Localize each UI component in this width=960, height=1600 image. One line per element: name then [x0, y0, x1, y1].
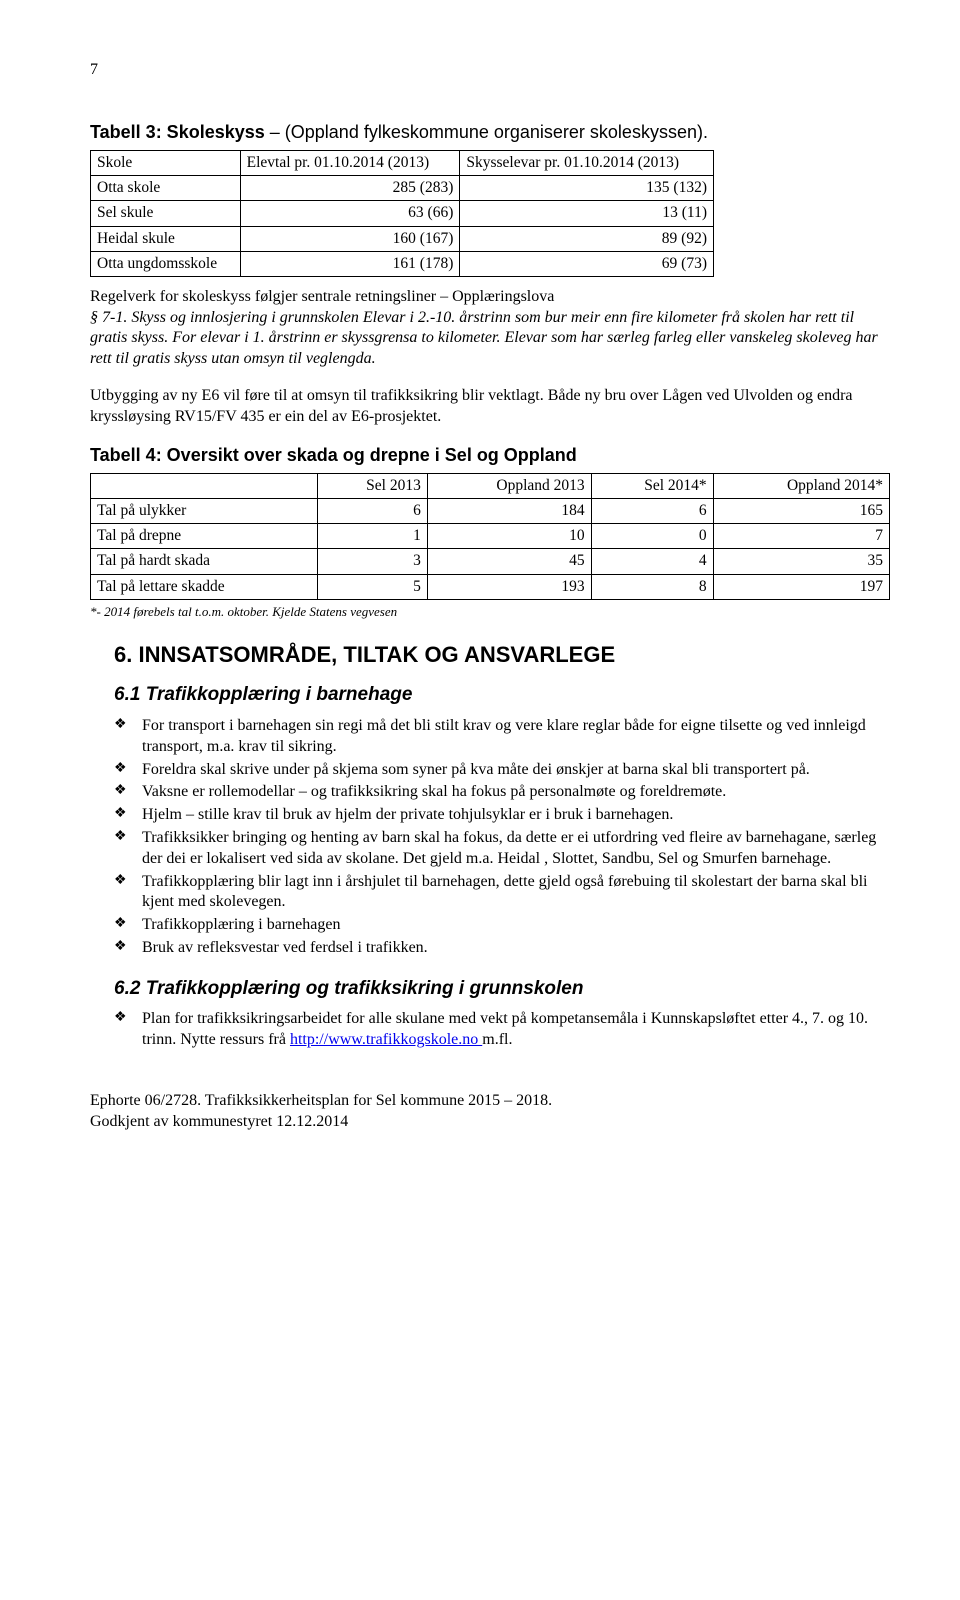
- table-cell: 161 (178): [240, 251, 460, 276]
- table-cell: 8: [591, 574, 713, 599]
- table-cell: 197: [713, 574, 889, 599]
- table-row: Tal på drepne11007: [91, 524, 890, 549]
- t3-h2: Skysselevar pr. 01.10.2014 (2013): [460, 151, 714, 176]
- tabell4: Sel 2013 Oppland 2013 Sel 2014* Oppland …: [90, 473, 890, 600]
- table-cell: 0: [591, 524, 713, 549]
- page-number: 7: [90, 60, 890, 81]
- list-item: Vaksne er rollemodellar – og trafikksikr…: [114, 782, 890, 803]
- table-row: Tal på hardt skada345435: [91, 549, 890, 574]
- e6-para: Utbygging av ny E6 vil føre til at omsyn…: [90, 386, 890, 428]
- table-cell: 7: [713, 524, 889, 549]
- tabell3-title: Tabell 3: Skoleskyss – (Oppland fylkesko…: [90, 121, 890, 144]
- table-cell: Otta skole: [91, 176, 241, 201]
- table-cell: Tal på hardt skada: [91, 549, 318, 574]
- table-cell: Tal på ulykker: [91, 499, 318, 524]
- list-item: Foreldra skal skrive under på skjema som…: [114, 760, 890, 781]
- table-cell: 1: [318, 524, 427, 549]
- sec6-2-suffix: m.fl.: [482, 1031, 512, 1048]
- table-cell: 285 (283): [240, 176, 460, 201]
- list-item: For transport i barnehagen sin regi må d…: [114, 716, 890, 758]
- footer-line1: Ephorte 06/2728. Trafikksikkerheitsplan …: [90, 1091, 890, 1112]
- tabell3: Skole Elevtal pr. 01.10.2014 (2013) Skys…: [90, 150, 714, 277]
- table-cell: 63 (66): [240, 201, 460, 226]
- table-cell: 165: [713, 499, 889, 524]
- table-cell: 193: [427, 574, 591, 599]
- sec6-heading: 6. INNSATSOMRÅDE, TILTAK OG ANSVARLEGE: [114, 641, 890, 670]
- table-cell: 160 (167): [240, 226, 460, 251]
- list-item: Trafikkopplæring blir lagt inn i årshjul…: [114, 872, 890, 914]
- footer-line2: Godkjent av kommunestyret 12.12.2014: [90, 1112, 890, 1133]
- sec6-2-item: Plan for trafikksikringsarbeidet for all…: [114, 1009, 890, 1051]
- table-cell: 5: [318, 574, 427, 599]
- table-cell: 135 (132): [460, 176, 714, 201]
- table-cell: 6: [591, 499, 713, 524]
- table-row: Otta ungdomsskole161 (178)69 (73): [91, 251, 714, 276]
- tabell3-title-light: – (Oppland fylkeskommune organiserer sko…: [265, 122, 708, 142]
- table-row: Tal på lettare skadde51938197: [91, 574, 890, 599]
- table-cell: 184: [427, 499, 591, 524]
- sec6-1-heading: 6.1 Trafikkopplæring i barnehage: [114, 683, 890, 708]
- regelverk-body: § 7-1. Skyss og innlosjering i grunnskol…: [90, 308, 890, 370]
- t4-h2: Oppland 2013: [427, 474, 591, 499]
- tabell4-footnote: *- 2014 førebels tal t.o.m. oktober. Kje…: [90, 604, 890, 621]
- table-cell: 4: [591, 549, 713, 574]
- table-cell: Heidal skule: [91, 226, 241, 251]
- t3-h0: Skole: [91, 151, 241, 176]
- table-cell: Tal på lettare skadde: [91, 574, 318, 599]
- t4-h3: Sel 2014*: [591, 474, 713, 499]
- sec6-1-list: For transport i barnehagen sin regi må d…: [114, 716, 890, 959]
- t3-h1: Elevtal pr. 01.10.2014 (2013): [240, 151, 460, 176]
- t4-h0: [91, 474, 318, 499]
- table-cell: 10: [427, 524, 591, 549]
- table-row: Otta skole285 (283)135 (132): [91, 176, 714, 201]
- t4-h1: Sel 2013: [318, 474, 427, 499]
- table-row: Heidal skule160 (167)89 (92): [91, 226, 714, 251]
- table-cell: 45: [427, 549, 591, 574]
- table-cell: 69 (73): [460, 251, 714, 276]
- table-cell: Tal på drepne: [91, 524, 318, 549]
- table-cell: 6: [318, 499, 427, 524]
- table-row: Tal på ulykker61846165: [91, 499, 890, 524]
- t4-h4: Oppland 2014*: [713, 474, 889, 499]
- list-item: Bruk av refleksvestar ved ferdsel i traf…: [114, 938, 890, 959]
- table-cell: 89 (92): [460, 226, 714, 251]
- page-footer: Ephorte 06/2728. Trafikksikkerheitsplan …: [90, 1091, 890, 1133]
- table-cell: Sel skule: [91, 201, 241, 226]
- tabell4-title: Tabell 4: Oversikt over skada og drepne …: [90, 444, 890, 467]
- sec6-2-heading: 6.2 Trafikkopplæring og trafikksikring i…: [114, 977, 890, 1002]
- table-cell: 3: [318, 549, 427, 574]
- table-row: Sel skule63 (66)13 (11): [91, 201, 714, 226]
- list-item: Trafikksikker bringing og henting av bar…: [114, 828, 890, 870]
- tabell3-title-strong: Tabell 3: Skoleskyss: [90, 122, 265, 142]
- regelverk-intro: Regelverk for skoleskyss følgjer sentral…: [90, 287, 890, 308]
- sec6-2-list: Plan for trafikksikringsarbeidet for all…: [114, 1009, 890, 1051]
- list-item: Hjelm – stille krav til bruk av hjelm de…: [114, 805, 890, 826]
- list-item: Trafikkopplæring i barnehagen: [114, 915, 890, 936]
- table-cell: 35: [713, 549, 889, 574]
- table-cell: 13 (11): [460, 201, 714, 226]
- table-cell: Otta ungdomsskole: [91, 251, 241, 276]
- trafikk-link[interactable]: http://www.trafikkogskole.no: [290, 1031, 482, 1048]
